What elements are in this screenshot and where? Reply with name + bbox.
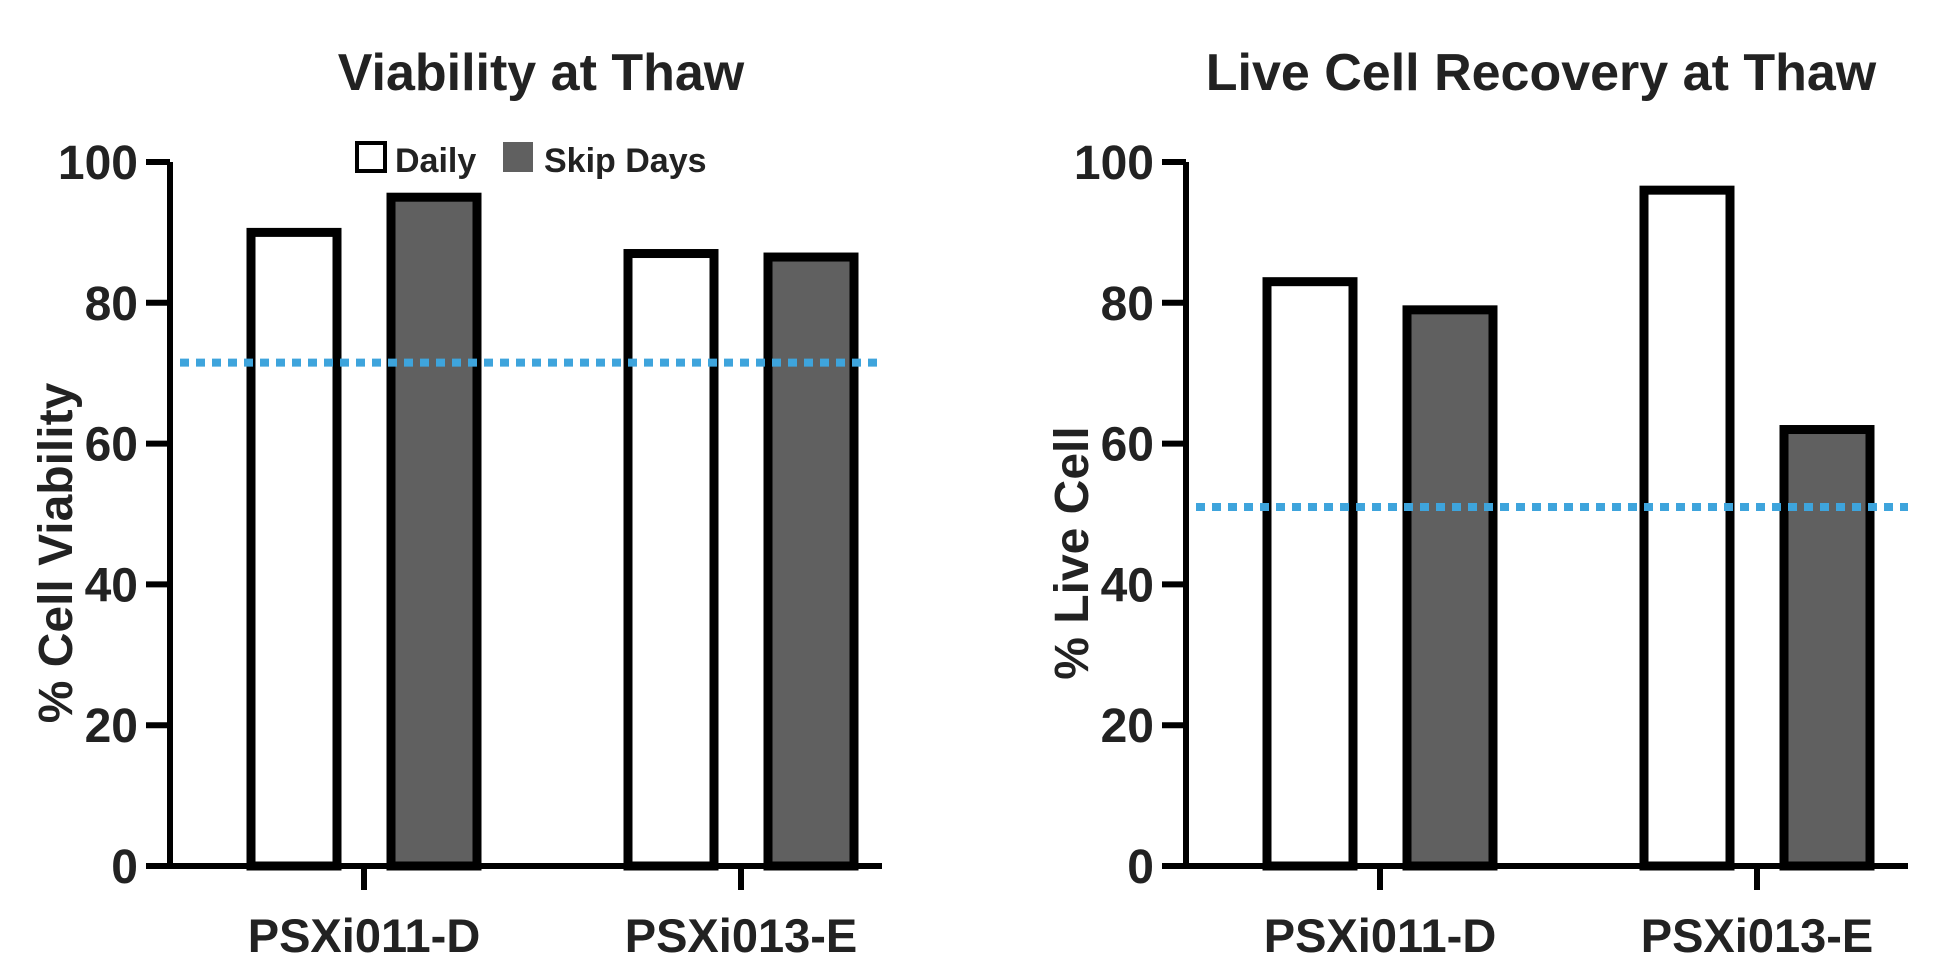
viability-chart: Viability at Thaw % Cell Viability Daily… [30, 44, 882, 962]
y-tick-label: 20 [1101, 700, 1154, 753]
legend: Daily Skip Days [355, 141, 707, 180]
y-tick-label: 80 [85, 278, 138, 331]
legend-swatch-skip-days [503, 142, 533, 172]
y-tick-label: 100 [1074, 137, 1154, 190]
legend-swatch-daily [355, 141, 387, 173]
y-axis-label: % Live Cell [1046, 426, 1099, 679]
bar-daily [1262, 277, 1358, 871]
y-axis-label: % Cell Viability [30, 382, 83, 723]
bar-skip-days [763, 252, 859, 871]
y-tick-label: 40 [85, 559, 138, 612]
y-tick-label: 60 [1101, 419, 1154, 472]
y-tick-label: 0 [1127, 841, 1154, 894]
category-label: PSXi013-E [1641, 909, 1874, 962]
y-tick-label: 40 [1101, 559, 1154, 612]
category-label: PSXi011-D [1264, 909, 1497, 962]
plot-area: 0 20 40 60 80 100 [1074, 137, 1908, 894]
chart-title: Live Cell Recovery at Thaw [1206, 44, 1877, 102]
bar-daily [246, 227, 342, 871]
legend-label-daily: Daily [395, 142, 476, 180]
y-tick-label: 20 [85, 700, 138, 753]
bar-skip-days [1402, 305, 1498, 871]
y-tick-label: 100 [58, 137, 138, 190]
y-tick-label: 60 [85, 419, 138, 472]
live-cell-recovery-chart: Live Cell Recovery at Thaw % Live Cell 0… [1046, 44, 1908, 962]
chart-title: Viability at Thaw [338, 44, 745, 102]
bar-skip-days [386, 192, 482, 871]
category-label: PSXi011-D [248, 909, 481, 962]
plot-area: 0 20 40 60 80 100 [58, 137, 882, 894]
bar-skip-days [1779, 425, 1875, 871]
legend-label-skip-days: Skip Days [544, 142, 707, 180]
y-tick-label: 0 [111, 841, 138, 894]
bar-daily [623, 249, 719, 871]
bar-daily [1639, 185, 1735, 871]
category-label: PSXi013-E [625, 909, 858, 962]
y-tick-label: 80 [1101, 278, 1154, 331]
